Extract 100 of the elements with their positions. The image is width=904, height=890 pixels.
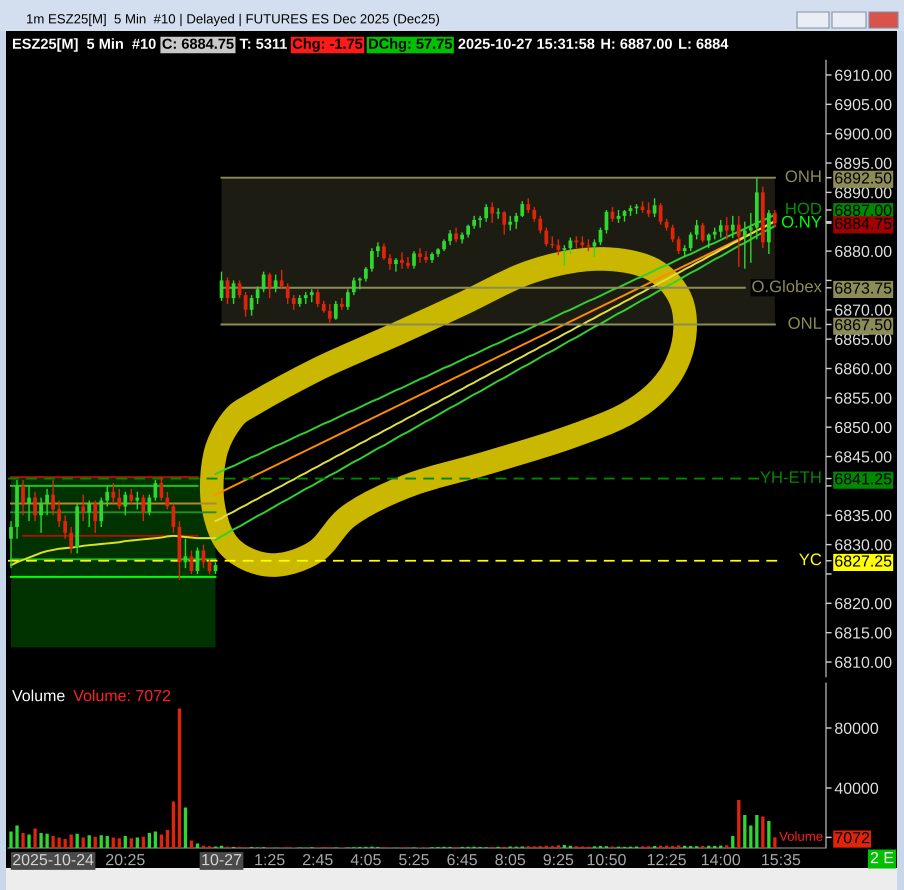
text: Volume xyxy=(779,831,823,841)
bar xyxy=(749,826,752,848)
y-tick-label: 7072 xyxy=(835,832,870,844)
candlestick xyxy=(370,247,374,272)
candlestick xyxy=(33,491,37,522)
y-tick-label: 6810.00 xyxy=(835,656,892,668)
y-tick-label: 6892.50 xyxy=(835,172,892,184)
y-tick-label: 6830.00 xyxy=(835,539,892,551)
candlestick xyxy=(736,215,741,268)
candlestick xyxy=(123,491,128,516)
candlestick xyxy=(640,200,644,214)
candlestick xyxy=(27,485,31,522)
text: H: 6887.00 xyxy=(601,38,672,49)
candlestick xyxy=(147,494,152,516)
bar xyxy=(178,708,182,848)
candlestick xyxy=(376,242,380,258)
candlestick xyxy=(232,280,236,305)
candlestick xyxy=(412,250,416,270)
candlestick xyxy=(160,476,164,502)
bar xyxy=(82,838,85,848)
y-tick-label: 6900.00 xyxy=(835,128,892,140)
bar xyxy=(130,838,133,848)
bar xyxy=(63,839,67,848)
candlestick xyxy=(616,209,620,224)
candlestick xyxy=(406,256,410,270)
candlestick xyxy=(39,496,43,534)
y-tick-label: 6820.00 xyxy=(835,598,892,610)
candlestick xyxy=(250,294,254,316)
x-tick-label: 10:50 xyxy=(588,854,626,866)
y-tick-label: 6890.00 xyxy=(835,187,892,198)
y-tick-label: 6841.25 xyxy=(835,473,892,485)
y-tick-label: 6873.75 xyxy=(835,282,892,294)
bar xyxy=(676,845,680,848)
annotation: O.NY xyxy=(782,216,822,228)
candlestick xyxy=(652,198,656,218)
y-tick-label: 40000 xyxy=(834,782,878,794)
bar xyxy=(172,802,176,848)
candlestick xyxy=(580,236,584,249)
bar xyxy=(755,815,758,848)
candlestick xyxy=(448,229,452,246)
candlestick xyxy=(688,232,693,252)
candlestick xyxy=(280,269,284,290)
y-tick-label: 6855.00 xyxy=(835,392,892,404)
candlestick xyxy=(244,291,248,318)
candlestick xyxy=(430,252,434,264)
ref-line-label: YC xyxy=(799,553,822,566)
legend-label: ONH xyxy=(786,170,821,182)
annotation: HOD xyxy=(786,202,822,214)
candlestick xyxy=(418,247,422,264)
candlestick xyxy=(21,479,25,516)
candlestick xyxy=(478,215,482,228)
y-tick-label: 6860.00 xyxy=(835,363,892,374)
candlestick xyxy=(358,276,362,290)
candlestick xyxy=(712,226,717,240)
y-tick-label: 6827.25 xyxy=(835,555,892,567)
bar xyxy=(725,845,728,848)
bar xyxy=(118,838,121,848)
candlestick xyxy=(135,491,140,510)
candlestick xyxy=(466,224,470,238)
candlestick xyxy=(676,236,681,255)
bar xyxy=(761,816,764,848)
candlestick xyxy=(706,232,711,249)
x-tick-label: 2:45 xyxy=(303,854,333,866)
chart-title: 1m ESZ25[M] 5 Min #10 | Delayed | FUTURES ES Dec 2025 (Dec25) xyxy=(27,14,440,26)
annotation: Volume xyxy=(12,690,65,702)
candlestick xyxy=(69,526,74,554)
candlestick xyxy=(238,280,242,299)
candlestick xyxy=(773,209,777,228)
candlestick xyxy=(346,288,350,310)
candlestick xyxy=(598,226,602,246)
x-tick-label: 12:25 xyxy=(648,854,686,866)
text: C: 6884.75 xyxy=(162,38,234,49)
candlestick xyxy=(364,266,368,282)
y-tick-label: 80000 xyxy=(835,722,878,734)
candlestick xyxy=(634,203,638,215)
text: T: 5311 xyxy=(240,38,287,49)
candlestick xyxy=(268,272,272,299)
candlestick xyxy=(646,202,650,218)
x-tick-label: 1:25 xyxy=(255,854,285,866)
candlestick xyxy=(117,488,122,510)
bar xyxy=(731,836,734,848)
legend-label: O.Globex xyxy=(752,280,822,292)
candlestick xyxy=(424,250,428,264)
candlestick xyxy=(87,500,92,528)
chart-subtitle: Volume: 7072 xyxy=(73,690,170,702)
bar xyxy=(556,845,560,848)
candlestick xyxy=(334,300,338,320)
text: L: 6884 xyxy=(679,38,728,49)
bar xyxy=(27,834,31,848)
x-tick-label: 2025-10-24 xyxy=(13,854,94,866)
candlestick xyxy=(256,286,260,305)
candlestick xyxy=(153,479,158,502)
x-tick-label: 14:00 xyxy=(702,854,740,866)
bar xyxy=(562,845,566,848)
bar xyxy=(21,833,25,848)
candlestick xyxy=(190,550,194,575)
candlestick xyxy=(562,244,566,266)
candlestick xyxy=(442,238,446,252)
ref-line-label: YH-ETH xyxy=(760,471,821,483)
candlestick xyxy=(322,300,326,314)
